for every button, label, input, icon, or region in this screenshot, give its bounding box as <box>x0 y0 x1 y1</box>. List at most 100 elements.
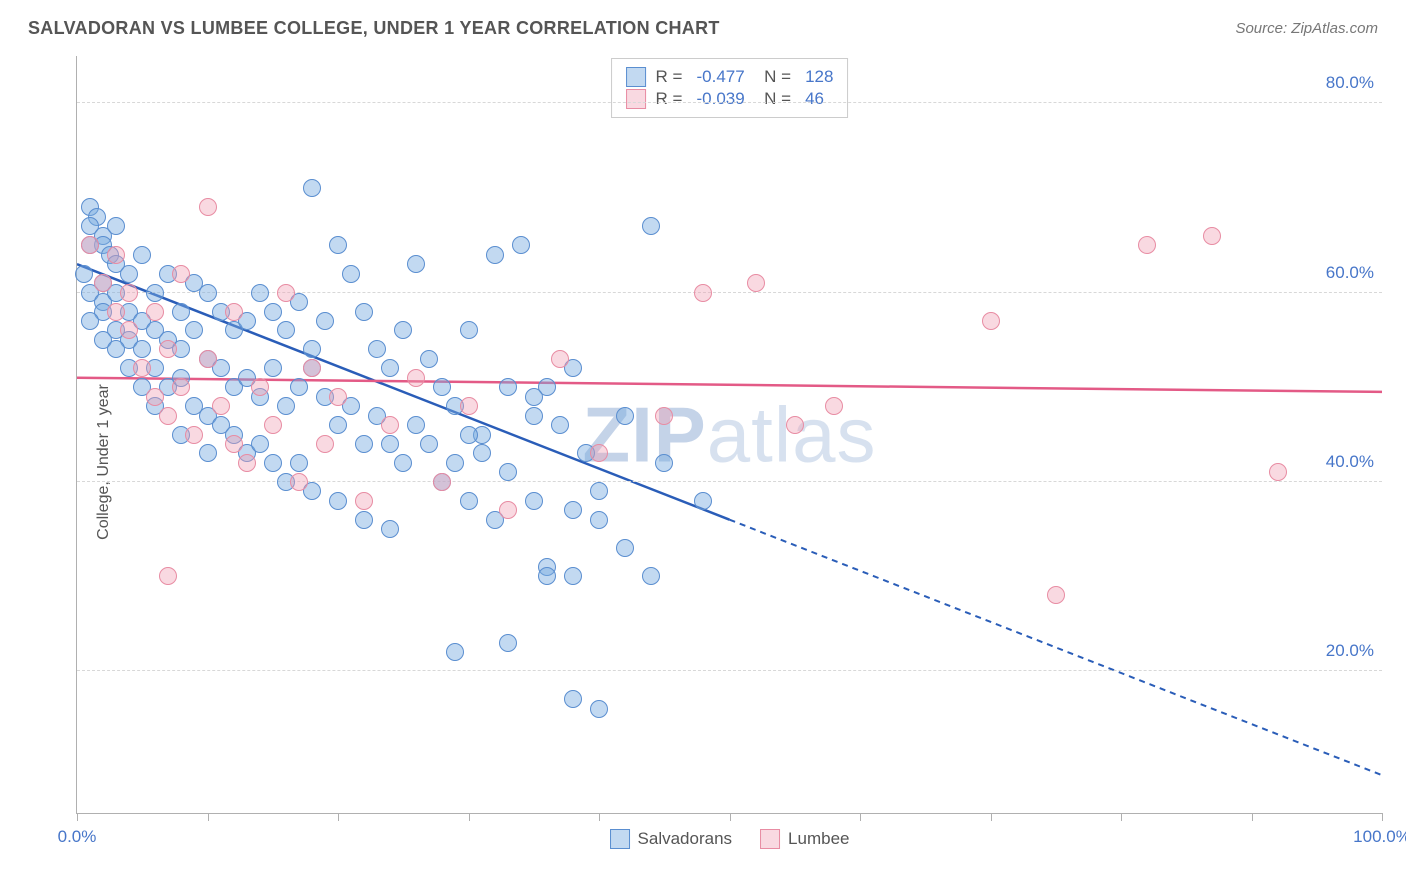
data-point <box>551 350 569 368</box>
data-point <box>381 520 399 538</box>
data-point <box>264 454 282 472</box>
data-point <box>394 454 412 472</box>
data-point <box>199 198 217 216</box>
data-point <box>590 444 608 462</box>
data-point <box>107 303 125 321</box>
data-point <box>460 321 478 339</box>
data-point <box>81 312 99 330</box>
x-tick <box>730 813 731 821</box>
data-point <box>982 312 1000 330</box>
data-point <box>655 407 673 425</box>
gridline-h <box>77 102 1382 103</box>
data-point <box>185 426 203 444</box>
data-point <box>172 378 190 396</box>
data-point <box>616 407 634 425</box>
data-point <box>407 255 425 273</box>
source-attribution: Source: ZipAtlas.com <box>1235 20 1378 37</box>
data-point <box>277 284 295 302</box>
data-point <box>146 388 164 406</box>
data-point <box>747 274 765 292</box>
data-point <box>120 265 138 283</box>
y-tick-label: 60.0% <box>1326 263 1374 283</box>
gridline-h <box>77 670 1382 671</box>
data-point <box>303 359 321 377</box>
swatch-blue-icon <box>610 829 630 849</box>
swatch-pink-icon <box>760 829 780 849</box>
data-point <box>251 378 269 396</box>
data-point <box>381 359 399 377</box>
legend-item-lumbee: Lumbee <box>760 829 849 849</box>
x-tick <box>1252 813 1253 821</box>
data-point <box>538 567 556 585</box>
data-point <box>460 397 478 415</box>
gridline-h <box>77 481 1382 482</box>
data-point <box>107 340 125 358</box>
data-point <box>120 321 138 339</box>
data-point <box>316 435 334 453</box>
data-point <box>329 236 347 254</box>
x-tick <box>77 813 78 821</box>
series-legend: Salvadorans Lumbee <box>610 829 850 849</box>
y-tick-label: 80.0% <box>1326 73 1374 93</box>
data-point <box>199 444 217 462</box>
data-point <box>329 388 347 406</box>
x-tick <box>991 813 992 821</box>
data-point <box>1269 463 1287 481</box>
data-point <box>303 179 321 197</box>
n-value-salvadorans: 128 <box>805 67 833 87</box>
chart-container: College, Under 1 year ZIPatlas R = -0.47… <box>24 56 1382 868</box>
x-tick <box>338 813 339 821</box>
legend-row-lumbee: R = -0.039 N = 46 <box>626 89 834 109</box>
data-point <box>146 284 164 302</box>
data-point <box>277 321 295 339</box>
y-tick-label: 20.0% <box>1326 641 1374 661</box>
data-point <box>590 511 608 529</box>
data-point <box>290 473 308 491</box>
data-point <box>694 492 712 510</box>
data-point <box>133 246 151 264</box>
r-value-lumbee: -0.039 <box>696 89 744 109</box>
x-tick-label: 0.0% <box>58 827 97 847</box>
data-point <box>225 303 243 321</box>
x-tick <box>469 813 470 821</box>
data-point <box>642 567 660 585</box>
data-point <box>212 397 230 415</box>
data-point <box>355 511 373 529</box>
data-point <box>355 435 373 453</box>
legend-item-salvadorans: Salvadorans <box>610 829 733 849</box>
data-point <box>1047 586 1065 604</box>
swatch-blue-icon <box>626 67 646 87</box>
x-tick-label: 100.0% <box>1353 827 1406 847</box>
data-point <box>81 236 99 254</box>
data-point <box>590 700 608 718</box>
x-tick <box>1382 813 1383 821</box>
plot-area: ZIPatlas R = -0.477 N = 128 R = -0.039 N… <box>76 56 1382 814</box>
legend-row-salvadorans: R = -0.477 N = 128 <box>626 67 834 87</box>
data-point <box>355 303 373 321</box>
data-point <box>199 350 217 368</box>
data-point <box>107 246 125 264</box>
data-point <box>316 312 334 330</box>
data-point <box>107 217 125 235</box>
data-point <box>525 407 543 425</box>
data-point <box>825 397 843 415</box>
data-point <box>499 634 517 652</box>
data-point <box>277 397 295 415</box>
r-value-salvadorans: -0.477 <box>696 67 744 87</box>
data-point <box>303 340 321 358</box>
data-point <box>172 265 190 283</box>
x-tick <box>860 813 861 821</box>
data-point <box>290 378 308 396</box>
n-value-lumbee: 46 <box>805 89 824 109</box>
data-point <box>420 350 438 368</box>
data-point <box>433 378 451 396</box>
data-point <box>1203 227 1221 245</box>
data-point <box>264 416 282 434</box>
data-point <box>172 303 190 321</box>
data-point <box>460 426 478 444</box>
data-point <box>616 539 634 557</box>
data-point <box>525 492 543 510</box>
data-point <box>394 321 412 339</box>
data-point <box>264 359 282 377</box>
data-point <box>446 643 464 661</box>
